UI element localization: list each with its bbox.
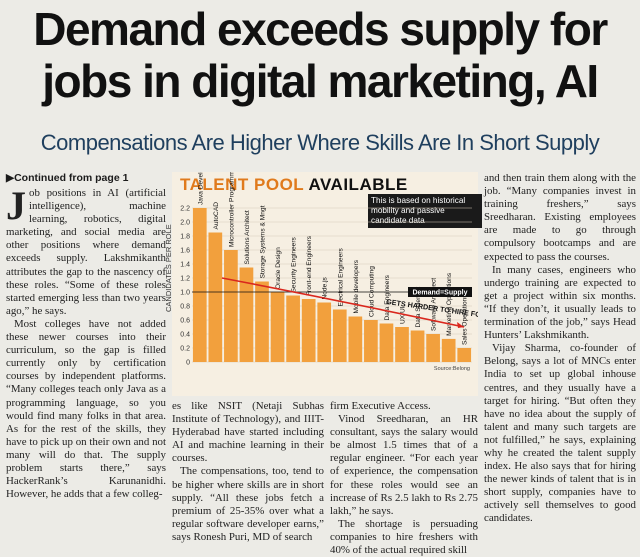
- article-column-3: firm Executive Access. Vinod Sreedharan,…: [330, 400, 478, 557]
- paragraph: The compensations, too, tend to be highe…: [172, 465, 324, 543]
- y-tick-label: 0.2: [180, 346, 190, 353]
- category-label: Oracle Design: [275, 247, 282, 289]
- bar: [348, 316, 363, 362]
- chart-source: Source:Belong: [434, 366, 470, 372]
- chart-plot: 0 0.2 0.4 0.6 0.8 1.0 1.2 1.4 1.6 1.8 2.0 2.2 Java D…: [180, 172, 478, 372]
- category-label: Mobile developers: [353, 259, 360, 313]
- bar: [239, 267, 254, 362]
- category-label: Cloud Computing: [368, 266, 375, 317]
- bar: [395, 327, 409, 362]
- bar: [426, 334, 440, 362]
- category-label: Data Engineers: [384, 274, 391, 320]
- article-column-2: es like NSIT (Netaji Subhas Institute of…: [172, 400, 324, 544]
- category-label: Security Engineers: [291, 236, 298, 292]
- y-tick-label: 1.4: [180, 262, 190, 269]
- bar: [301, 299, 316, 362]
- paragraph: es like NSIT (Netaji Subhas Institute of…: [172, 400, 324, 465]
- category-label: Microcontroller Programming: [228, 172, 235, 247]
- bar: [224, 250, 238, 362]
- y-tick-label: 1.0: [180, 290, 190, 297]
- bar: [441, 338, 456, 362]
- paragraph: Most colleges have not added these newer…: [6, 317, 166, 501]
- y-tick-label: 0: [186, 360, 190, 367]
- bar: [270, 292, 285, 362]
- subheadline: Compensations Are Higher Where Skills Ar…: [40, 130, 600, 155]
- article-column-4: and then train them along with the job. …: [484, 172, 636, 526]
- paragraph: ob positions in AI (artificial intellige…: [6, 187, 166, 317]
- category-label: Node.js: [322, 276, 329, 299]
- category-label: Storage Systems & Mngt: [260, 205, 267, 278]
- category-label: Java Developer: [197, 172, 204, 205]
- y-tick-label: 2.2: [180, 206, 190, 213]
- chart-title-part-2: AVAILABLE: [308, 175, 408, 194]
- legend-label: Demand=Supply: [412, 290, 467, 297]
- y-tick-label: 0.4: [180, 332, 190, 339]
- chart-title-part-1: TALENT POOL: [180, 175, 304, 194]
- bar: [332, 309, 347, 362]
- paragraph: firm Executive Access.: [330, 400, 431, 412]
- bar: [364, 320, 378, 362]
- paragraph: Vinod Sreedharan, an HR consultant, says…: [330, 413, 478, 517]
- category-label: Electrical Engineers: [337, 248, 344, 307]
- trend-arrowhead: [457, 322, 464, 328]
- category-label: UX/UI: [400, 306, 407, 324]
- y-tick-label: 1.8: [180, 234, 190, 241]
- chart-note: This is based on historical mobility and…: [368, 194, 482, 228]
- bar: [457, 348, 472, 362]
- category-label: Marketing Operations: [446, 272, 453, 336]
- chart-title: TALENT POOL AVAILABLE: [180, 175, 408, 195]
- drop-cap: J: [6, 183, 26, 228]
- trend-curve: [221, 277, 465, 328]
- bar: [286, 295, 300, 362]
- paragraph: and then train them along with the job. …: [484, 172, 636, 263]
- continued-label: ▶Continued from page 1: [6, 172, 129, 184]
- category-label: Data Scientist: [415, 287, 422, 328]
- article-column-1: J ob positions in AI (artificial intelli…: [6, 183, 166, 501]
- talent-pool-chart: TALENT POOL AVAILABLE This is based on h…: [164, 172, 482, 396]
- legend-box: [408, 287, 472, 297]
- y-tick-label: 0.8: [180, 304, 190, 311]
- bar: [317, 302, 332, 362]
- category-label: Solutions Architect: [244, 210, 251, 264]
- category-label: Software Architect: [431, 278, 438, 331]
- category-label: Sales Operations: [462, 294, 469, 345]
- y-tick-label: 1.2: [180, 276, 190, 283]
- bar: [410, 330, 425, 362]
- paragraph: In many cases, engineers who undergo tra…: [484, 263, 636, 342]
- bar: [192, 208, 207, 362]
- y-tick-label: 0.6: [180, 318, 190, 325]
- y-tick-label: 2.0: [180, 220, 190, 227]
- bar: [208, 232, 223, 362]
- category-label: Front-end Engineers: [306, 235, 313, 296]
- category-label: AutoCAD: [213, 202, 220, 230]
- bar: [379, 323, 394, 362]
- headline-line-2: jobs in digital marketing, AI: [42, 55, 599, 107]
- y-tick-label: 1.6: [180, 248, 190, 255]
- headline-line-1: Demand exceeds supply for: [33, 3, 608, 55]
- bar: [255, 281, 269, 362]
- paragraph: Vijay Sharma, co-founder of Belong, says…: [484, 342, 636, 525]
